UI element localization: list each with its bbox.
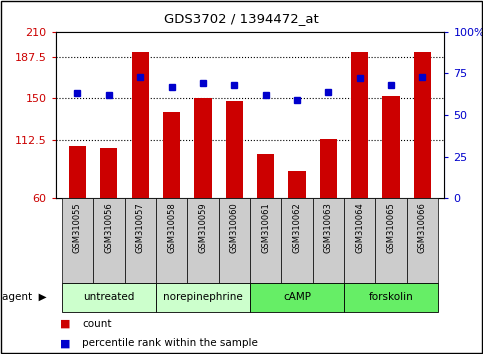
FancyBboxPatch shape [125, 198, 156, 283]
Bar [226, 101, 243, 198]
Bar [69, 146, 86, 198]
Text: percentile rank within the sample: percentile rank within the sample [82, 338, 258, 348]
Text: GSM310055: GSM310055 [73, 202, 82, 253]
Text: untreated: untreated [83, 292, 135, 302]
FancyBboxPatch shape [219, 198, 250, 283]
Bar [100, 148, 117, 198]
Bar [383, 96, 399, 198]
Text: GSM310057: GSM310057 [136, 202, 145, 253]
Bar [257, 154, 274, 198]
FancyBboxPatch shape [250, 198, 281, 283]
Bar [320, 139, 337, 198]
FancyBboxPatch shape [93, 198, 125, 283]
Text: cAMP: cAMP [283, 292, 311, 302]
Text: GSM310059: GSM310059 [199, 202, 207, 253]
FancyBboxPatch shape [344, 283, 438, 312]
Text: norepinephrine: norepinephrine [163, 292, 243, 302]
Bar [131, 52, 149, 198]
Text: GSM310062: GSM310062 [293, 202, 301, 253]
Text: GSM310060: GSM310060 [230, 202, 239, 253]
FancyBboxPatch shape [62, 198, 93, 283]
Text: forskolin: forskolin [369, 292, 413, 302]
Text: GDS3702 / 1394472_at: GDS3702 / 1394472_at [164, 12, 319, 25]
Bar [288, 171, 306, 198]
Bar [351, 52, 369, 198]
Text: GSM310056: GSM310056 [104, 202, 114, 253]
Text: GSM310066: GSM310066 [418, 202, 427, 253]
FancyBboxPatch shape [344, 198, 375, 283]
FancyBboxPatch shape [156, 198, 187, 283]
Bar [414, 52, 431, 198]
FancyBboxPatch shape [281, 198, 313, 283]
FancyBboxPatch shape [187, 198, 219, 283]
Text: GSM310061: GSM310061 [261, 202, 270, 253]
FancyBboxPatch shape [156, 283, 250, 312]
FancyBboxPatch shape [407, 198, 438, 283]
Text: GSM310064: GSM310064 [355, 202, 364, 253]
Bar [194, 98, 212, 198]
Text: GSM310058: GSM310058 [167, 202, 176, 253]
Text: agent  ▶: agent ▶ [2, 292, 47, 302]
Text: ■: ■ [60, 319, 71, 329]
Bar [163, 112, 180, 198]
FancyBboxPatch shape [250, 283, 344, 312]
Text: count: count [82, 319, 112, 329]
Text: GSM310063: GSM310063 [324, 202, 333, 253]
FancyBboxPatch shape [62, 283, 156, 312]
FancyBboxPatch shape [375, 198, 407, 283]
Text: GSM310065: GSM310065 [386, 202, 396, 253]
FancyBboxPatch shape [313, 198, 344, 283]
Text: ■: ■ [60, 338, 71, 348]
